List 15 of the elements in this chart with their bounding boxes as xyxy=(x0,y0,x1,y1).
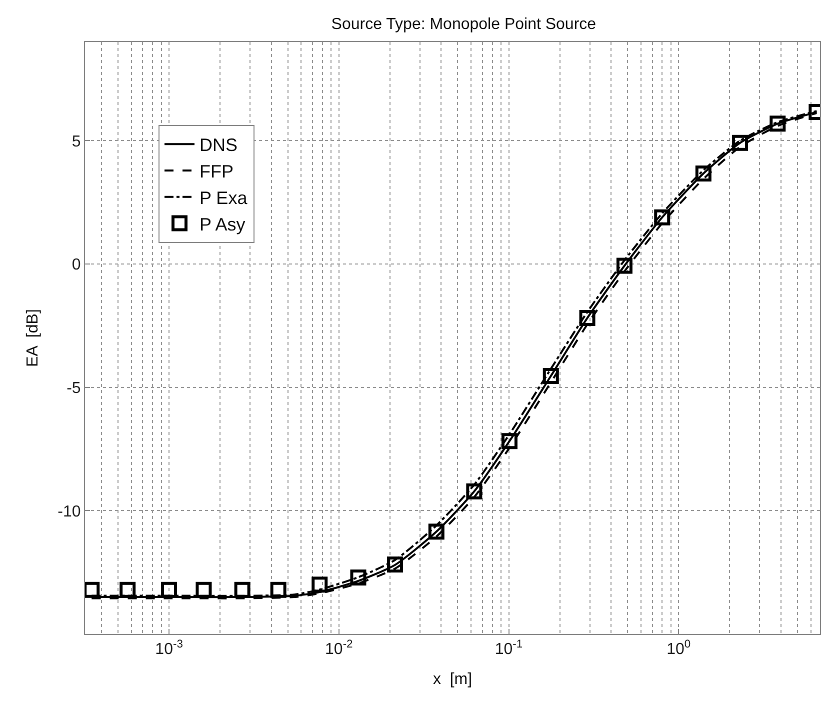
legend-label: P Exa xyxy=(200,188,248,208)
chart-title: Source Type: Monopole Point Source xyxy=(331,16,596,33)
x-tick-label: 10$^{-1}$ xyxy=(494,638,523,658)
y-axis-title: EA [dB] xyxy=(24,309,42,367)
y-tick-label: 5 xyxy=(72,133,81,150)
x-tick-label: 10$^{0}$ xyxy=(666,638,691,658)
x-axis-title: x [m] xyxy=(432,670,472,688)
y-tick-label: -10 xyxy=(58,503,81,520)
x-tick-label: 10$^{-2}$ xyxy=(325,638,353,658)
legend-label: FFP xyxy=(200,162,234,182)
y-tick-label: -5 xyxy=(66,380,81,397)
y-tick-label: 0 xyxy=(72,256,81,274)
legend-label: DNS xyxy=(200,135,238,156)
x-tick-label: 10$^{-3}$ xyxy=(155,638,183,658)
legend-label: P Asy xyxy=(200,214,246,234)
